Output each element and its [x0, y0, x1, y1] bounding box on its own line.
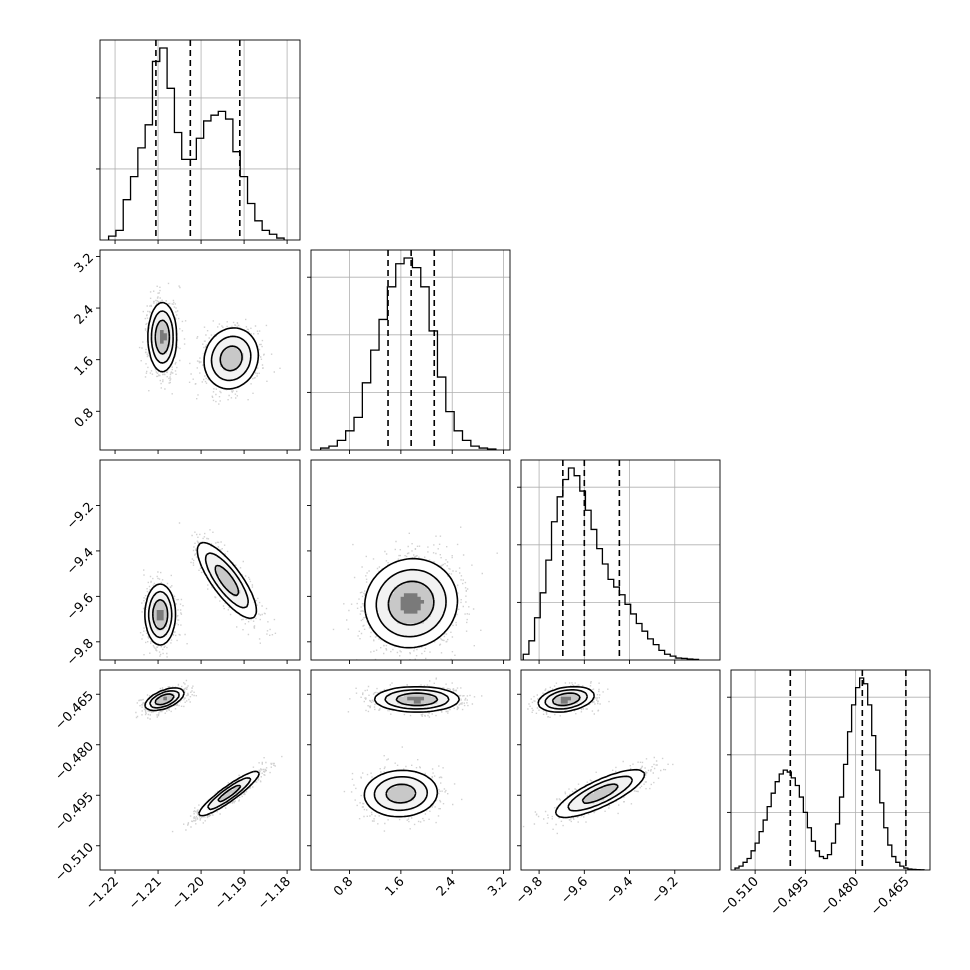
density-panel-3-2	[517, 669, 721, 874]
density-fill-3	[160, 330, 167, 344]
panel-frame	[310, 459, 511, 661]
histogram-step-line	[522, 467, 700, 661]
density-fill-2	[387, 580, 435, 624]
x-tick-label: −0.465	[868, 874, 913, 919]
x-tick-label: −1.22	[83, 874, 122, 913]
panel-frame	[730, 669, 931, 871]
y-tick-label: −9.2	[64, 500, 97, 533]
x-tick-label: −9.8	[513, 874, 546, 907]
panel-frame	[520, 459, 721, 661]
panel-content	[139, 522, 277, 658]
density-panel-3-1	[307, 669, 511, 874]
x-tick-label: −0.480	[818, 874, 863, 919]
panel-content	[522, 681, 674, 835]
contour-line-2	[154, 693, 242, 803]
contour-line-2	[385, 692, 439, 804]
density-fill-2	[387, 693, 438, 804]
y-tick-label: −0.465	[52, 689, 97, 734]
y-tick-label: 3.2	[72, 251, 97, 276]
density-fill-1	[374, 690, 448, 811]
y-tick-label: −0.510	[52, 840, 97, 885]
contour-line-2	[152, 564, 240, 631]
panel-content	[332, 526, 498, 660]
y-tick-label: −9.6	[64, 591, 97, 624]
panel-content	[135, 679, 283, 833]
panel-frame	[310, 249, 511, 451]
contour-line-0	[144, 687, 261, 817]
density-fill-2	[153, 566, 241, 631]
x-tick-label: −9.6	[558, 874, 591, 907]
y-tick-label: −0.480	[52, 739, 97, 784]
x-tick-label: −1.20	[169, 874, 208, 913]
contour-line-1	[373, 689, 450, 812]
contour-line-0	[537, 685, 646, 819]
x-tick-label: 3.2	[485, 874, 510, 899]
y-tick-label: 1.6	[72, 354, 97, 379]
contour-line-0	[364, 557, 459, 649]
contour-line-1	[544, 689, 634, 812]
contour-line-0	[144, 541, 258, 646]
panel-frame	[99, 39, 301, 241]
y-tick-label: −9.4	[64, 545, 97, 578]
density-fill-3	[400, 593, 425, 614]
contour-line-1	[150, 310, 252, 382]
density-panel-2-0	[96, 459, 301, 664]
histogram-panel-2	[517, 459, 721, 664]
histogram-panel-3	[727, 669, 931, 874]
density-fill-3	[163, 696, 167, 701]
x-tick-label: 1.6	[382, 874, 407, 899]
density-fill-3	[407, 696, 425, 704]
panel-content	[138, 282, 281, 405]
panel-frame	[310, 669, 511, 871]
contour-line-2	[154, 319, 243, 372]
panel-frame	[520, 669, 721, 871]
histogram-panel-0	[96, 39, 301, 244]
panel-frame	[99, 669, 301, 871]
y-tick-label: −0.495	[52, 790, 97, 835]
x-tick-label: −1.18	[255, 874, 294, 913]
contour-line-2	[387, 580, 435, 626]
histogram-step-line	[107, 47, 285, 240]
x-tick-label: −9.2	[649, 874, 682, 907]
contour-line-2	[551, 692, 619, 804]
density-fill-0	[364, 686, 461, 817]
panel-frame	[99, 459, 301, 661]
contour-line-1	[147, 552, 249, 639]
histogram-step-line	[319, 257, 497, 450]
density-fill-0	[146, 303, 257, 391]
contour-line-0	[147, 301, 260, 390]
density-fill-3	[560, 696, 572, 704]
x-tick-label: −0.495	[768, 874, 813, 919]
density-fill-3	[156, 610, 164, 621]
histogram-panel-1	[307, 249, 511, 454]
grid	[731, 670, 930, 870]
x-tick-label: −1.19	[212, 874, 251, 913]
histogram-step-line	[734, 677, 925, 871]
panel-content	[343, 677, 483, 832]
x-tick-label: −0.510	[717, 874, 762, 919]
density-panel-2-1	[307, 459, 511, 664]
x-tick-label: −1.21	[126, 874, 165, 913]
contour-line-0	[363, 686, 461, 818]
density-panel-3-0	[96, 669, 301, 874]
contour-line-1	[149, 690, 252, 811]
x-tick-label: 0.8	[331, 874, 356, 899]
density-fill-1	[150, 553, 247, 637]
x-tick-label: −9.4	[603, 874, 636, 907]
density-fill-2	[156, 320, 244, 371]
y-tick-label: −9.8	[64, 636, 97, 669]
grid	[100, 40, 300, 240]
density-panel-1-0	[96, 249, 301, 454]
x-tick-label: 2.4	[434, 874, 459, 899]
y-tick-label: 2.4	[72, 302, 97, 327]
contour-line-1	[375, 568, 447, 638]
panel-frame	[99, 249, 301, 451]
y-tick-label: 0.8	[72, 406, 97, 431]
